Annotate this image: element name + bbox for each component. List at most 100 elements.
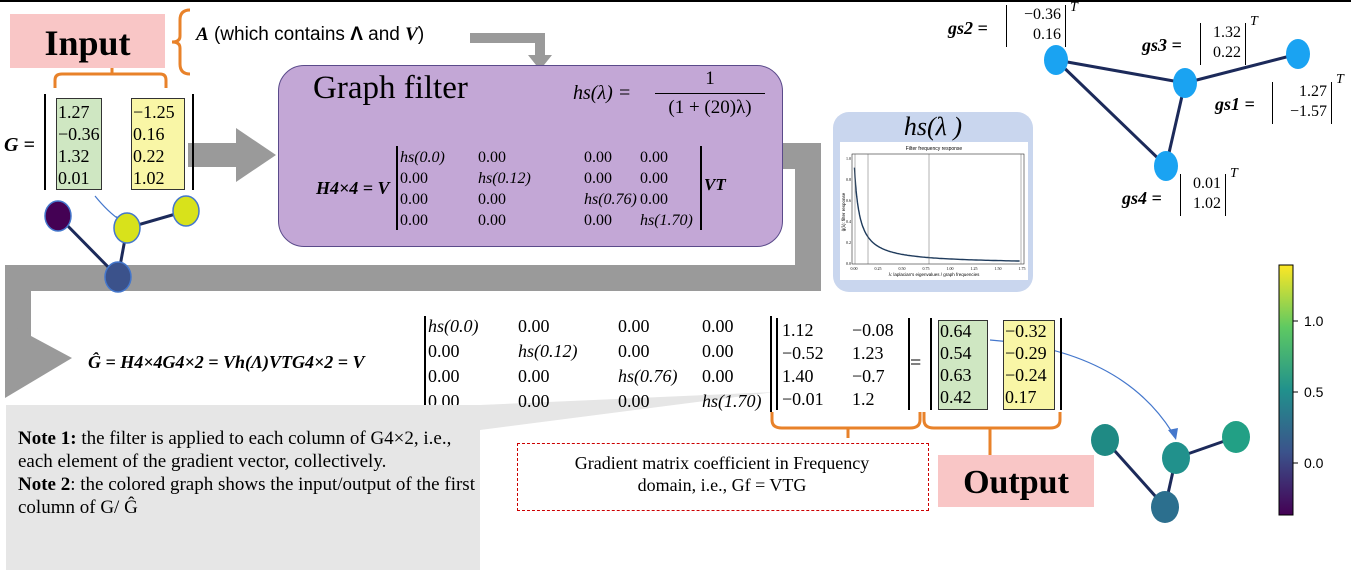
- gs4-sup: T: [1230, 166, 1238, 181]
- mainMtx-cell: 0.00: [618, 341, 650, 361]
- mainMtx-cell: 0.00: [518, 391, 550, 411]
- freqMtx-cell: −0.08: [852, 320, 894, 340]
- freqMtx-cell: 1.12: [782, 320, 814, 340]
- input-node-1: [44, 200, 72, 232]
- graph-filter-box: [278, 65, 783, 247]
- gradient-freq-text: Gradient matrix coefficient in Frequency…: [574, 453, 870, 495]
- gs1-sup: T: [1336, 72, 1344, 87]
- freq-matrix: 1.12 −0.08 −0.52 1.23 1.40 −0.7 −0.01 1.2: [778, 318, 904, 410]
- input-col2: −1.25 0.16 0.22 1.02: [133, 102, 175, 188]
- plot-ylabel: ĝ(λ): filter response: [841, 192, 846, 231]
- node-graph: [1044, 39, 1310, 181]
- plot-xlabel: λ: laplacian's eigenvalues / graph frequ…: [889, 272, 980, 277]
- filterMtx-cell: 0.00: [400, 170, 428, 187]
- input-matrix-bracket: [44, 94, 194, 190]
- mainMtx-cell: 0.00: [518, 366, 550, 386]
- output-brace: [922, 412, 1062, 455]
- filterMtx-cell: 0.00: [584, 170, 612, 187]
- mainMtx-cell: hs(0.76): [618, 366, 678, 386]
- plot-ytick: 0.6: [846, 198, 851, 203]
- g-lhs: G =: [4, 134, 35, 156]
- equals-sign: =: [910, 352, 922, 374]
- input-col2-highlight: [131, 98, 185, 190]
- freqMtx-cell: −0.7: [852, 366, 885, 386]
- freq-response-title: hs(λ ): [903, 112, 963, 141]
- plot-xtick: 1.00: [947, 266, 954, 271]
- filterMtx-cell: 0.00: [400, 212, 428, 229]
- graph-filter-title: Graph filter: [313, 70, 468, 106]
- mainMtx-cell: hs(0.12): [518, 341, 578, 361]
- top-rule: [0, 0, 1351, 2]
- output-col1-highlight: [938, 320, 988, 410]
- input-graph: [44, 195, 200, 293]
- plot-ytick: 0.0: [846, 261, 851, 266]
- mainMtx-cell: 0.00: [518, 316, 550, 336]
- plot-xtick: 0.00: [851, 266, 858, 271]
- h-rhs: VT: [704, 175, 726, 194]
- flow-arrow-head: [5, 322, 72, 398]
- filterMtx-cell: hs(0.12): [478, 170, 531, 187]
- mainMtx-cell: hs(1.70): [702, 391, 762, 411]
- input-brace: [171, 8, 191, 76]
- mainMtx-cell: hs(0.0): [428, 316, 479, 336]
- main-equation: Ĝ = H4×4G4×2 = Vh(Λ)VTG4×2 = V: [88, 352, 365, 372]
- node-s4: [1154, 151, 1178, 181]
- mainMtx-cell: 0.00: [702, 316, 734, 336]
- output-col2: −0.32 −0.29 −0.24 0.17: [1005, 321, 1047, 407]
- a-description: A (which contains Λ and V): [196, 24, 425, 45]
- gs2-label: gs2 =: [948, 18, 988, 38]
- freqMtx-cell: 1.23: [852, 343, 884, 363]
- filterMtx-cell: 0.00: [400, 191, 428, 208]
- filter-denominator: (1 + (20)λ): [668, 97, 752, 118]
- input-node-2: [104, 261, 132, 293]
- output-label: Output: [938, 455, 1094, 507]
- node-s3: [1286, 39, 1310, 69]
- filterMtx-cell: hs(0.0): [400, 149, 445, 166]
- filterMtx-cell: 0.00: [478, 191, 506, 208]
- input-node-3: [113, 212, 141, 244]
- mainMtx-cell: 0.00: [702, 341, 734, 361]
- colorbar-tick-1: 1.0: [1304, 313, 1324, 329]
- plot-ytick: 0.2: [846, 240, 851, 245]
- freq-brace: [770, 412, 922, 438]
- input-label: Input: [10, 14, 165, 68]
- mainMtx-cell: 0.00: [702, 366, 734, 386]
- g-arrow-body: [188, 143, 238, 167]
- freqMtx-cell: −0.52: [782, 343, 824, 363]
- plot-xtick: 1.25: [971, 266, 978, 271]
- plot-xtick: 0.75: [923, 266, 930, 271]
- filter-matrix: hs(0.0) 0.00 0.00 0.00 0.00 hs(0.12) 0.00 0.00 0…: [398, 147, 698, 231]
- plot-ytick: 0.8: [846, 177, 851, 182]
- plot-ytick: 1.0: [846, 156, 851, 161]
- g-arrow-head: [236, 128, 276, 182]
- filterMtx-cell: 0.00: [584, 149, 612, 166]
- mainMtx-cell: 0.00: [428, 341, 460, 361]
- filterMtx-cell: 0.00: [640, 170, 668, 187]
- plot-xtick: 1.75: [1019, 266, 1026, 271]
- main-filter-matrix-bracket: [424, 316, 772, 412]
- input-node-4: [172, 195, 200, 227]
- gs2-vector: −0.36 0.16: [1006, 5, 1066, 47]
- filterMtx-cell: 0.00: [640, 149, 668, 166]
- filterMtx-cell: 0.00: [640, 191, 668, 208]
- input-col1-highlight: [56, 98, 102, 190]
- output-node-2: [1151, 491, 1179, 523]
- node-s1: [1173, 68, 1197, 98]
- colorbar-tick-3: 0.0: [1304, 455, 1324, 471]
- node-s2: [1044, 45, 1068, 75]
- plot-xtick: 0.25: [875, 266, 882, 271]
- input-col1: 1.27 −0.36 1.32 0.01: [58, 102, 100, 188]
- main-filter-matrix: hs(0.0) 0.00 0.00 0.00 0.00 hs(0.12) 0.00 0.00 0…: [426, 316, 766, 412]
- output-node-1: [1091, 424, 1119, 456]
- gs2-sup: T: [1070, 0, 1078, 15]
- freqMtx-cell: −0.01: [782, 389, 824, 409]
- gs4-label: gs4 =: [1122, 188, 1162, 208]
- gs1-label: gs1 =: [1215, 94, 1255, 114]
- output-node-4: [1222, 421, 1250, 453]
- output-node-3: [1162, 442, 1190, 474]
- output-matrix-bracket: [930, 318, 1062, 410]
- filterMtx-cell: 0.00: [478, 149, 506, 166]
- gs4-vector: 0.01 1.02: [1180, 174, 1226, 216]
- input-under-brace: [53, 68, 168, 88]
- filterMtx-cell: hs(1.70): [640, 212, 693, 229]
